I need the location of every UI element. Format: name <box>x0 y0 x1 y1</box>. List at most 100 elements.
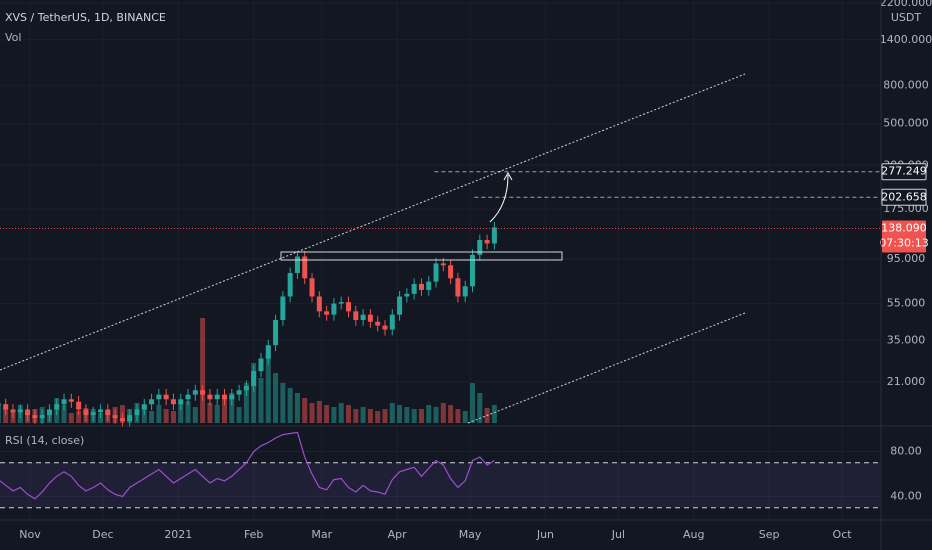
volume-bar <box>353 409 359 423</box>
price-badge-label: 138.090 <box>881 222 927 235</box>
candles <box>0 221 497 427</box>
candle-body <box>280 296 286 320</box>
candle-body <box>83 409 89 416</box>
volume-bar <box>338 403 344 423</box>
candle-body <box>192 390 198 395</box>
volume-bar <box>273 373 279 423</box>
volume-bar <box>382 409 388 423</box>
candle-body <box>236 390 242 395</box>
candle-body <box>149 399 155 405</box>
candle-body <box>90 412 96 416</box>
candle-body <box>68 399 74 402</box>
volume-bar <box>470 383 476 423</box>
volume-bar <box>455 409 461 423</box>
x-tick-label: Oct <box>833 528 853 541</box>
trend-line-upper <box>0 73 746 371</box>
candle-body <box>418 283 424 290</box>
volume-bar <box>346 405 352 423</box>
volume-bar <box>462 411 468 423</box>
candle-body <box>251 371 257 387</box>
candle-body <box>0 404 1 406</box>
candle-body <box>484 239 490 244</box>
volume-bar <box>61 405 67 423</box>
candle-body <box>185 394 191 400</box>
candle-body <box>470 254 476 287</box>
candle-body <box>156 394 162 400</box>
candle-body <box>32 415 38 419</box>
volume-bar <box>243 383 249 423</box>
volume-bar <box>185 401 191 423</box>
candle-body <box>134 409 140 416</box>
volume-bar <box>178 403 184 423</box>
rsi-back <box>0 431 880 509</box>
candle-body <box>258 358 264 372</box>
rsi-label: RSI (14, close) <box>5 434 84 447</box>
rsi-line <box>0 431 495 500</box>
volume-bar <box>397 405 403 423</box>
rsi-band <box>0 462 880 508</box>
price-badge <box>881 163 927 181</box>
price-lines <box>0 171 880 230</box>
y-tick-label: 55.000 <box>887 297 926 310</box>
candle-body <box>375 321 381 326</box>
candle-body <box>222 394 228 400</box>
y-tick-label: 35.000 <box>887 333 926 346</box>
x-tick-label: Mar <box>311 528 332 541</box>
price-badge-label: 202.658 <box>881 190 927 203</box>
candle-body <box>440 263 446 266</box>
candle-body <box>17 409 23 413</box>
arrow-head <box>503 171 513 181</box>
candle-body <box>112 415 118 419</box>
candle-body <box>119 418 125 422</box>
candle-body <box>404 293 410 297</box>
x-tick-label: Feb <box>244 528 263 541</box>
volume-bar <box>331 407 337 423</box>
volume-bar <box>404 407 410 423</box>
volume-bar <box>236 407 242 423</box>
candle-body <box>360 314 366 320</box>
volume-bar <box>491 405 497 423</box>
price-badge <box>881 188 927 206</box>
y-tick-label: 21.000 <box>887 375 926 388</box>
candle-body <box>338 302 344 304</box>
candle-body <box>324 311 330 315</box>
volume-bar <box>440 403 446 423</box>
candle-body <box>491 227 497 244</box>
candle-body <box>309 278 315 297</box>
candle-body <box>170 399 176 405</box>
candle-body <box>105 409 111 416</box>
y-tick-label: 500.000 <box>883 117 929 130</box>
volume-bar <box>229 393 235 423</box>
x-tick-label: May <box>459 528 482 541</box>
trend-line-lower <box>467 312 746 424</box>
volume-bar <box>163 409 169 423</box>
x-tick-label: Apr <box>388 528 408 541</box>
candle-body <box>54 404 60 410</box>
candle-body <box>411 283 417 294</box>
candle-body <box>214 394 220 400</box>
volume-bar <box>200 318 206 423</box>
x-tick-label: Dec <box>92 528 113 541</box>
candle-body <box>353 311 359 320</box>
x-tick-label: 2021 <box>164 528 192 541</box>
candle-body <box>273 319 279 346</box>
volume-bar <box>156 405 162 423</box>
price-badge <box>882 220 926 253</box>
x-tick-label: Sep <box>759 528 780 541</box>
grid <box>0 0 880 520</box>
candle-body <box>3 404 9 410</box>
volume-bar <box>418 409 424 423</box>
candle-body <box>455 278 461 297</box>
candle-body <box>243 386 249 391</box>
candle-body <box>98 409 104 413</box>
candle-body <box>397 296 403 315</box>
volume-bar <box>411 409 417 423</box>
volume-bar <box>360 407 366 423</box>
x-tick-label: Jul <box>611 528 625 541</box>
x-tick-label: Jun <box>536 528 554 541</box>
volume-bar <box>367 409 373 423</box>
volume-bar <box>76 411 82 423</box>
volume-bar <box>3 408 9 423</box>
